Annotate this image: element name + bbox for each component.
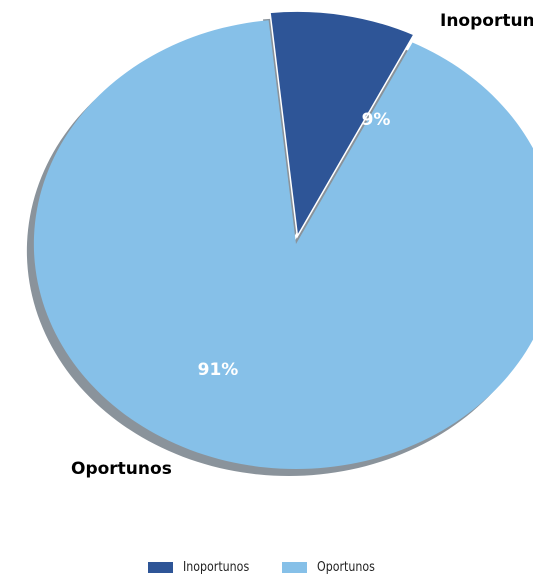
legend-label-oportunos: Oportunos xyxy=(317,559,376,575)
chart-legend: Inoportunos Oportunos xyxy=(0,558,533,576)
legend-item-inoportunos: Inoportunos xyxy=(147,559,261,575)
pie-slice-inoportunos xyxy=(269,10,415,239)
legend-swatch-oportunos xyxy=(282,561,308,573)
pie-slice-oportunos xyxy=(33,20,533,469)
legend-label-inoportunos: Inoportunos xyxy=(182,559,249,575)
slice-label-inoportunos: Inoportunos xyxy=(440,11,533,31)
slice-label-oportunos: Oportunos xyxy=(71,459,172,479)
slice-percent-oportunos: 91% xyxy=(198,360,239,380)
slice-percent-inoportunos: 9% xyxy=(362,110,391,130)
legend-item-oportunos: Oportunos xyxy=(282,560,385,575)
legend-swatch-inoportunos xyxy=(147,561,173,573)
